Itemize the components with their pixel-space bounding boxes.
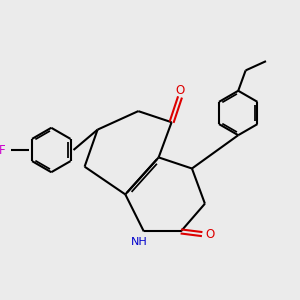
Text: O: O [176, 84, 184, 97]
Text: F: F [0, 143, 6, 157]
Text: NH: NH [131, 237, 148, 247]
Text: O: O [206, 228, 215, 241]
